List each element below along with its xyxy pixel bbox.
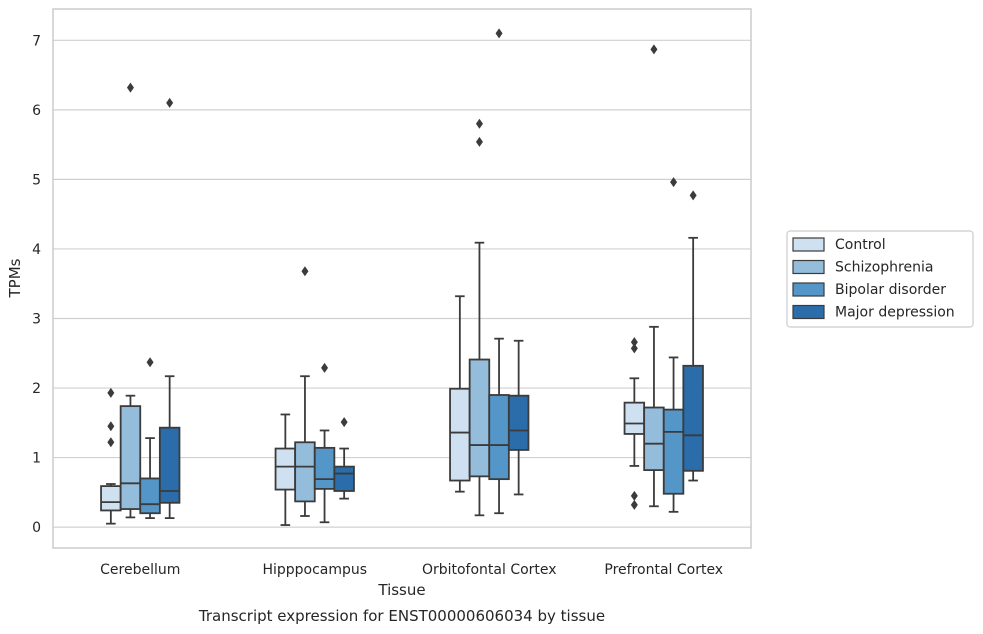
box-0-1 — [119, 82, 142, 519]
y-tick-label: 1 — [32, 451, 41, 467]
iqr-box — [662, 408, 685, 495]
legend-label: Control — [835, 237, 886, 253]
box-groups — [100, 28, 704, 526]
outlier-point — [301, 266, 309, 277]
outlier-point — [340, 417, 348, 428]
legend-label: Major depression — [835, 305, 955, 321]
box-3-3 — [682, 190, 704, 482]
legend-swatch — [792, 237, 825, 252]
iqr-box — [623, 401, 646, 435]
iqr-box — [313, 446, 336, 490]
x-tick-label: Orbitofontal Cortex — [422, 562, 557, 578]
box-0-3 — [158, 97, 181, 519]
outlier-point — [475, 136, 483, 147]
box-0-2 — [139, 357, 161, 519]
y-tick-label: 4 — [32, 242, 41, 258]
x-tick-label: Cerebellum — [100, 562, 180, 578]
x-tick-label: Hipppocampus — [262, 562, 367, 578]
outlier-point — [166, 97, 174, 108]
outlier-point — [321, 362, 329, 373]
iqr-box — [468, 358, 491, 478]
outlier-point — [107, 387, 115, 398]
legend-label: Schizophrenia — [835, 260, 933, 276]
legend: Control Schizophrenia Bipolar disorder Majo… — [786, 230, 974, 328]
legend-frame — [786, 230, 974, 328]
outlier-point — [495, 28, 503, 39]
y-tick-labels: 0 1 2 3 4 5 6 7 — [32, 33, 41, 536]
x-tick-labels: Cerebellum Hipppocampus Orbitofontal Corte… — [100, 562, 723, 578]
box-3-0 — [623, 337, 646, 510]
iqr-box — [507, 394, 530, 451]
x-axis-label: Tissue — [377, 581, 425, 599]
box-1-3 — [333, 417, 355, 500]
y-axis-label: TPMs — [6, 258, 24, 298]
legend-swatch — [792, 282, 825, 297]
iqr-box — [449, 387, 471, 482]
iqr-box — [100, 485, 122, 512]
outlier-point — [107, 421, 115, 432]
x-tick-label: Prefrontal Cortex — [604, 562, 723, 578]
y-tick-label: 0 — [32, 520, 41, 536]
iqr-box — [294, 441, 316, 503]
y-tick-label: 7 — [32, 33, 41, 49]
y-tick-label: 6 — [32, 103, 41, 119]
outlier-point — [630, 499, 638, 510]
iqr-box — [488, 394, 510, 481]
legend-swatch — [792, 304, 825, 320]
iqr-box — [119, 405, 142, 510]
box-2-2 — [488, 28, 510, 515]
iqr-box — [682, 364, 704, 472]
outlier-point — [630, 343, 638, 354]
outlier-point — [146, 357, 154, 368]
iqr-box — [274, 447, 297, 491]
y-tick-label: 5 — [32, 172, 41, 188]
box-2-3 — [507, 339, 530, 496]
box-0-0 — [100, 387, 122, 525]
iqr-box — [643, 406, 665, 472]
outlier-point — [650, 44, 658, 55]
y-tick-label: 2 — [32, 381, 41, 397]
iqr-box — [158, 426, 181, 504]
iqr-box — [139, 477, 161, 515]
plot-frame — [52, 8, 752, 549]
outlier-point — [689, 190, 697, 201]
outlier-point — [630, 490, 638, 501]
box-1-1 — [294, 266, 316, 517]
outlier-point — [107, 437, 115, 448]
iqr-box — [333, 465, 355, 492]
outlier-point — [475, 118, 483, 129]
chart-caption: Transcript expression for ENST0000060603… — [198, 607, 605, 625]
outlier-point — [670, 177, 678, 188]
legend-swatch — [792, 259, 825, 275]
outlier-point — [630, 337, 638, 348]
outlier-point — [126, 82, 134, 93]
legend-label: Bipolar disorder — [835, 282, 946, 298]
y-tick-label: 3 — [32, 311, 41, 327]
